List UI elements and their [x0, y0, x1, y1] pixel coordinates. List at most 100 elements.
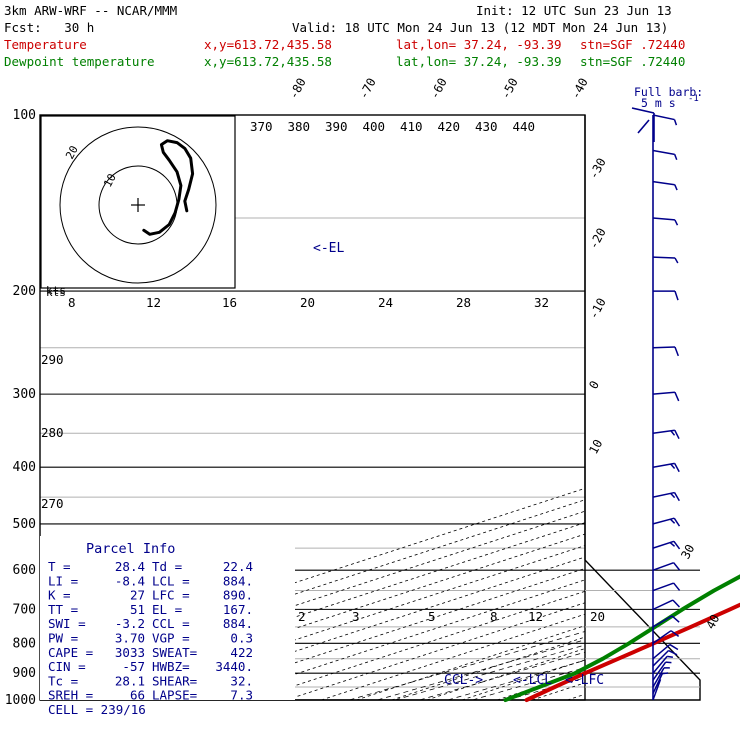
- wind-barb: [652, 615, 680, 628]
- barb-legend-unit: 5 m s: [641, 96, 676, 110]
- parcel-value: 422: [230, 645, 253, 660]
- lfc-annotation: <-LFC: [565, 673, 604, 688]
- pressure-tick-label: 800: [13, 636, 36, 651]
- parcel-value: 22.4: [223, 559, 253, 574]
- pressure-tick-label: 700: [13, 602, 36, 617]
- parcel-value: 28.4: [115, 559, 145, 574]
- theta-top-label: 390: [325, 119, 348, 134]
- wind-barb: [652, 114, 678, 126]
- el-annotation: <-EL: [313, 241, 344, 256]
- lcl-annotation: <-LCL: [513, 673, 552, 688]
- parcel-value: 167.: [223, 602, 253, 617]
- mixing-ratio-label: 20: [590, 609, 605, 624]
- isotherm-right-label: 0: [586, 378, 602, 391]
- parcel-key: TT =: [48, 602, 78, 617]
- parcel-key: LI =: [48, 573, 78, 588]
- thetae-label: 24: [378, 295, 393, 310]
- parcel-value: 0.3: [230, 631, 253, 646]
- hodograph-ring-outer-label: 20: [63, 144, 81, 162]
- hodograph-inset: 20 10 kts: [46, 126, 217, 299]
- wind-barb: [652, 643, 679, 660]
- parcel-key: LFC =: [152, 588, 190, 603]
- isotherm: [532, 682, 585, 700]
- thetae-label: 20: [300, 295, 315, 310]
- thetae-label: 8: [68, 295, 76, 310]
- parcel-key: SWEAT=: [152, 645, 197, 660]
- pressure-tick-label: 900: [13, 666, 36, 681]
- ccl-annotation: CCL->: [444, 673, 483, 688]
- parcel-key: SWI =: [48, 616, 86, 631]
- thetae-label: 12: [146, 295, 161, 310]
- parcel-value: -8.4: [115, 573, 145, 588]
- mixing-ratio-label: 2: [298, 609, 306, 624]
- wind-barb: [652, 256, 679, 264]
- isotherm: [426, 648, 585, 700]
- parcel-info-title: Parcel Info: [86, 541, 175, 557]
- theta-left-label: 290: [41, 352, 64, 367]
- hodograph-ring-inner-label: 10: [101, 172, 119, 190]
- header-model: 3km ARW-WRF -- NCAR/MMM: [4, 3, 178, 18]
- wind-barb: [652, 391, 680, 402]
- header-init: Init: 12 UTC Sun 23 Jun 13: [476, 3, 672, 18]
- temperature-stn: stn=SGF .72440: [580, 37, 686, 52]
- mixing-ratio-label: 8: [490, 609, 498, 624]
- parcel-key: PW =: [48, 631, 78, 646]
- temperature-xy: x,y=613.72,435.58: [204, 37, 332, 52]
- parcel-key: VGP =: [152, 631, 190, 646]
- dewpoint-xy: x,y=613.72,435.58: [204, 54, 332, 69]
- pressure-tick-label: 100: [13, 108, 36, 123]
- parcel-key: T =: [48, 559, 71, 574]
- thetae-label: 32: [534, 295, 549, 310]
- mixing-ratio-line: [377, 639, 585, 700]
- parcel-key: LAPSE=: [152, 688, 197, 703]
- wind-barb: [652, 679, 662, 701]
- temperature-label: Temperature: [4, 37, 87, 52]
- theta-top-label: 370: [250, 119, 273, 134]
- pressure-tick-label: 1000: [5, 693, 36, 708]
- parcel-value: 3440.: [215, 659, 253, 674]
- parcel-key: HWBZ=: [152, 659, 190, 674]
- dewpoint-latlon: lat,lon= 37.24, -93.39: [396, 54, 562, 69]
- header-fcst: Fcst: 30 h: [4, 20, 95, 35]
- pressure-tick-label: 500: [13, 517, 36, 532]
- wind-barb: [653, 290, 679, 301]
- wind-barb: [652, 462, 680, 473]
- parcel-key: Tc =: [48, 673, 78, 688]
- isotherm-right-label: -20: [586, 226, 609, 252]
- dewpoint-stn: stn=SGF .72440: [580, 54, 686, 69]
- wind-barb: [652, 346, 680, 357]
- isotherm-right-label: 30: [678, 542, 697, 561]
- mixing-ratio-label: 12: [528, 609, 543, 624]
- parcel-value: -3.2: [115, 616, 145, 631]
- parcel-key: CIN =: [48, 659, 86, 674]
- wind-barb: [652, 667, 670, 688]
- trace-temperature: [524, 602, 740, 702]
- theta-left-label: 280: [41, 425, 64, 440]
- hodograph-unit-label: kts: [46, 286, 66, 299]
- parcel-cell: CELL = 239/16: [48, 702, 146, 717]
- pressure-tick-label: 600: [13, 563, 36, 578]
- barb-legend-shaft: [631, 107, 655, 114]
- theta-top-label: 410: [400, 119, 423, 134]
- thetae-label: 28: [456, 295, 471, 310]
- wind-barb: [652, 661, 672, 681]
- theta-left-label: 270: [41, 496, 64, 511]
- parcel-value: 3.70: [115, 631, 145, 646]
- parcel-key: Td =: [152, 559, 182, 574]
- wind-barb: [652, 517, 681, 527]
- parcel-key: CCL =: [152, 616, 190, 631]
- wind-barb: [652, 217, 679, 226]
- parcel-value: 7.3: [230, 688, 253, 703]
- pressure-tick-label: 400: [13, 460, 36, 475]
- parcel-key: SHEAR=: [152, 673, 197, 688]
- parcel-value: 32.: [230, 673, 253, 688]
- parcel-value: 51: [130, 602, 145, 617]
- parcel-value: 28.1: [115, 673, 145, 688]
- isotherm-top-label: -80: [286, 76, 309, 102]
- barb-legend-exponent: -1: [688, 94, 699, 104]
- pressure-tick-label: 300: [13, 387, 36, 402]
- thetae-label: 16: [222, 295, 237, 310]
